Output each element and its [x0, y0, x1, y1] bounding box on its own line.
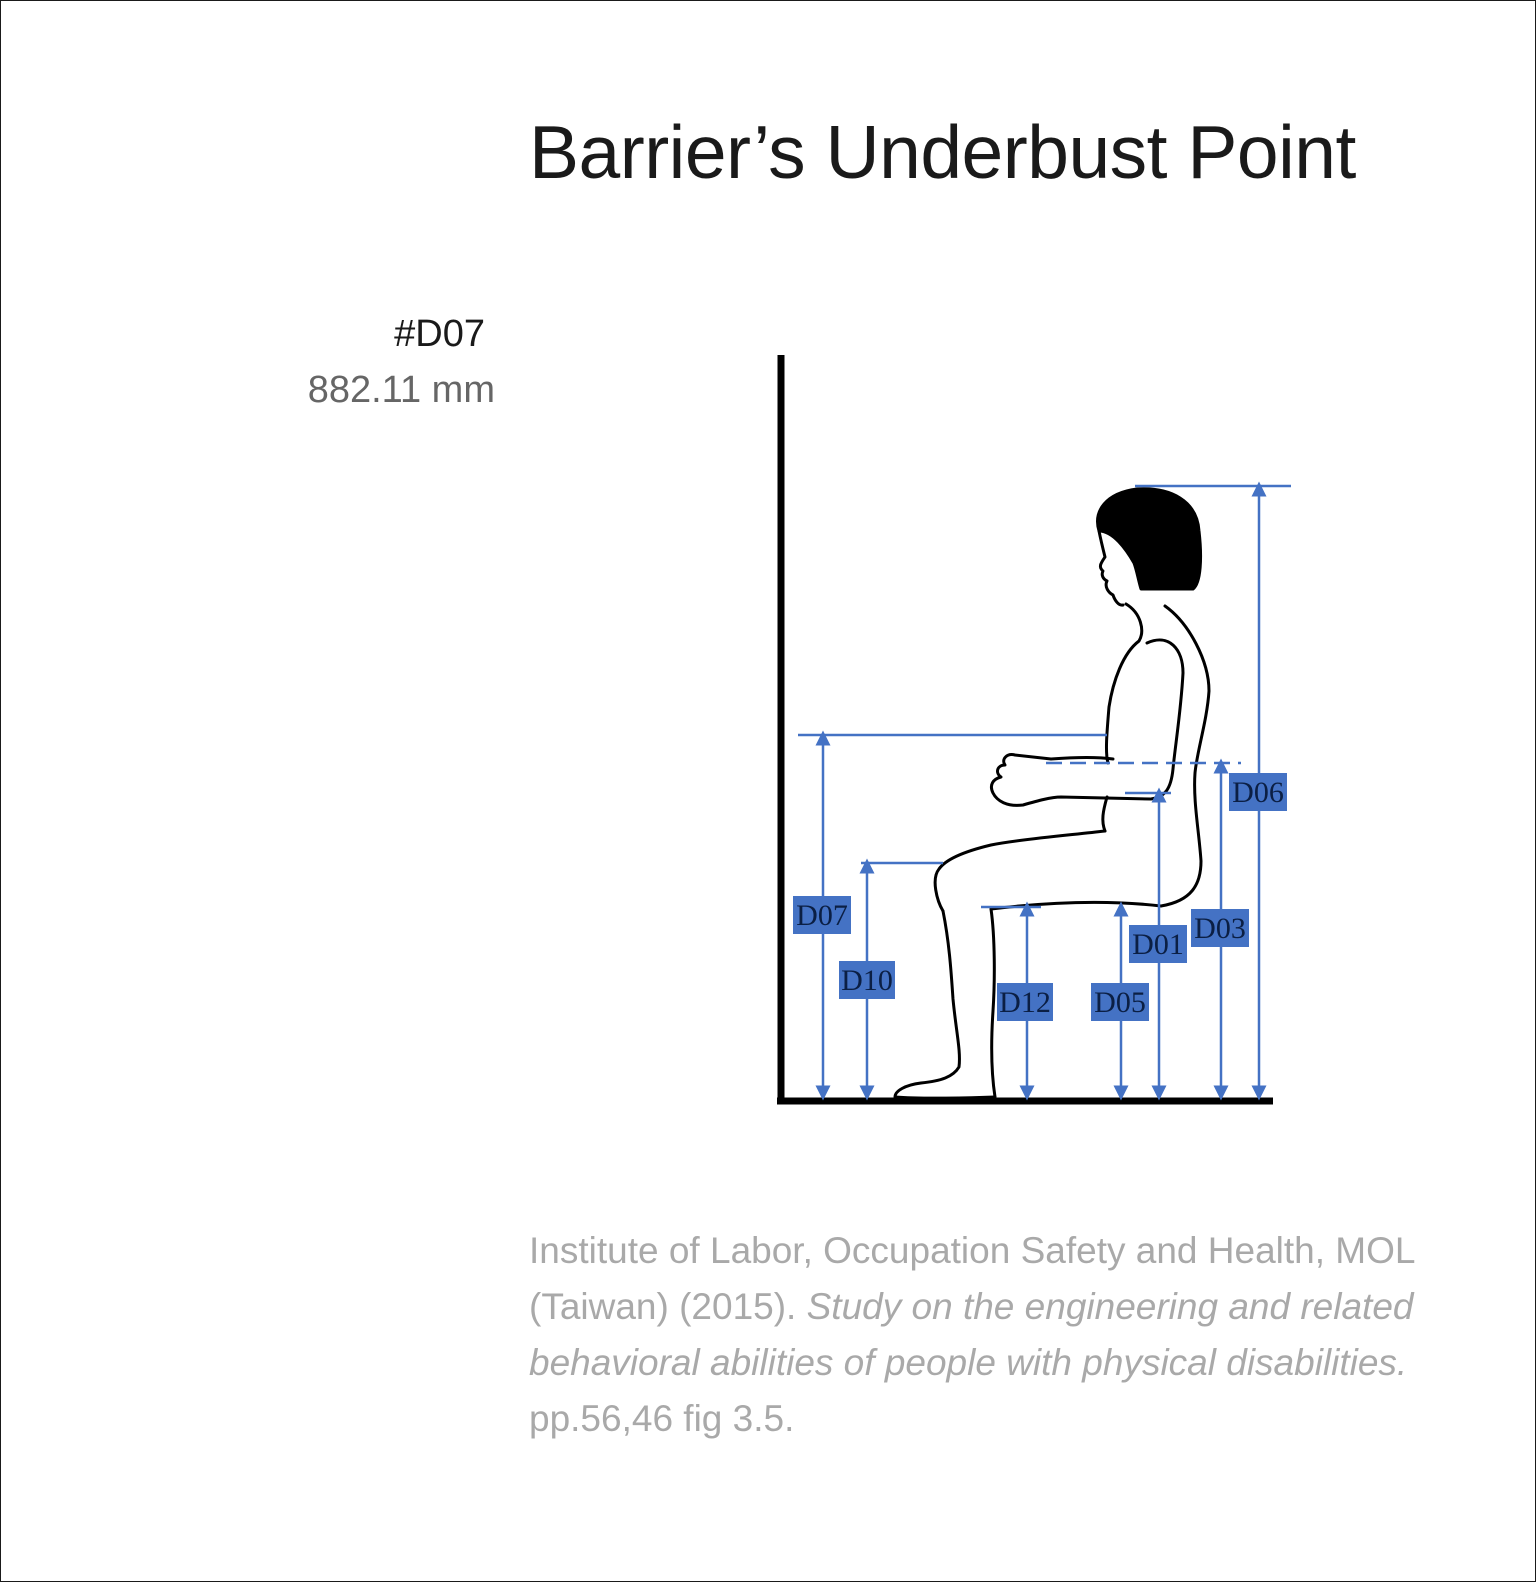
d01-label: D01 [1132, 928, 1184, 961]
d06-label: D06 [1232, 776, 1284, 809]
d03-label: D03 [1194, 912, 1246, 945]
torso-back [1159, 604, 1211, 908]
thigh-top [933, 829, 1107, 913]
face-profile [1097, 529, 1125, 607]
hair [1096, 487, 1203, 591]
belly [1101, 795, 1109, 833]
d07-label: D07 [796, 899, 848, 932]
d05-label-box [1091, 983, 1149, 1021]
seated-figure-diagram: D06 D07 D10 D12 D05 D01 D03 [777, 355, 1291, 1105]
torso-front [1104, 602, 1144, 765]
d10-label: D10 [841, 964, 893, 997]
d01-label-box [1129, 925, 1187, 963]
dimension-labels: D06 D07 D10 D12 D05 D01 D03 [793, 773, 1287, 1021]
d10-label-box [839, 961, 895, 999]
citation: Institute of Labor, Occupation Safety an… [529, 1223, 1479, 1447]
d05-label: D05 [1094, 986, 1146, 1019]
d07-label-box [793, 896, 851, 934]
measurement-code: #D07 [394, 313, 485, 355]
d03-label-box [1191, 909, 1249, 947]
shin-back [989, 907, 997, 1099]
d06-label-box [1229, 773, 1287, 811]
page-title: Barrier’s Underbust Point [529, 110, 1356, 194]
arm [989, 638, 1185, 807]
measurement-value: 882.11 mm [307, 369, 495, 411]
citation-title: Study on the engineering and related beh… [529, 1286, 1414, 1383]
d12-label: D12 [999, 986, 1051, 1019]
shin-front [893, 909, 997, 1100]
citation-authors: Institute of Labor, Occupation Safety an… [529, 1230, 1415, 1327]
d12-label-box [997, 983, 1053, 1021]
citation-pages: pp.56,46 fig 3.5. [529, 1398, 795, 1439]
seated-person-figure [893, 487, 1211, 1100]
